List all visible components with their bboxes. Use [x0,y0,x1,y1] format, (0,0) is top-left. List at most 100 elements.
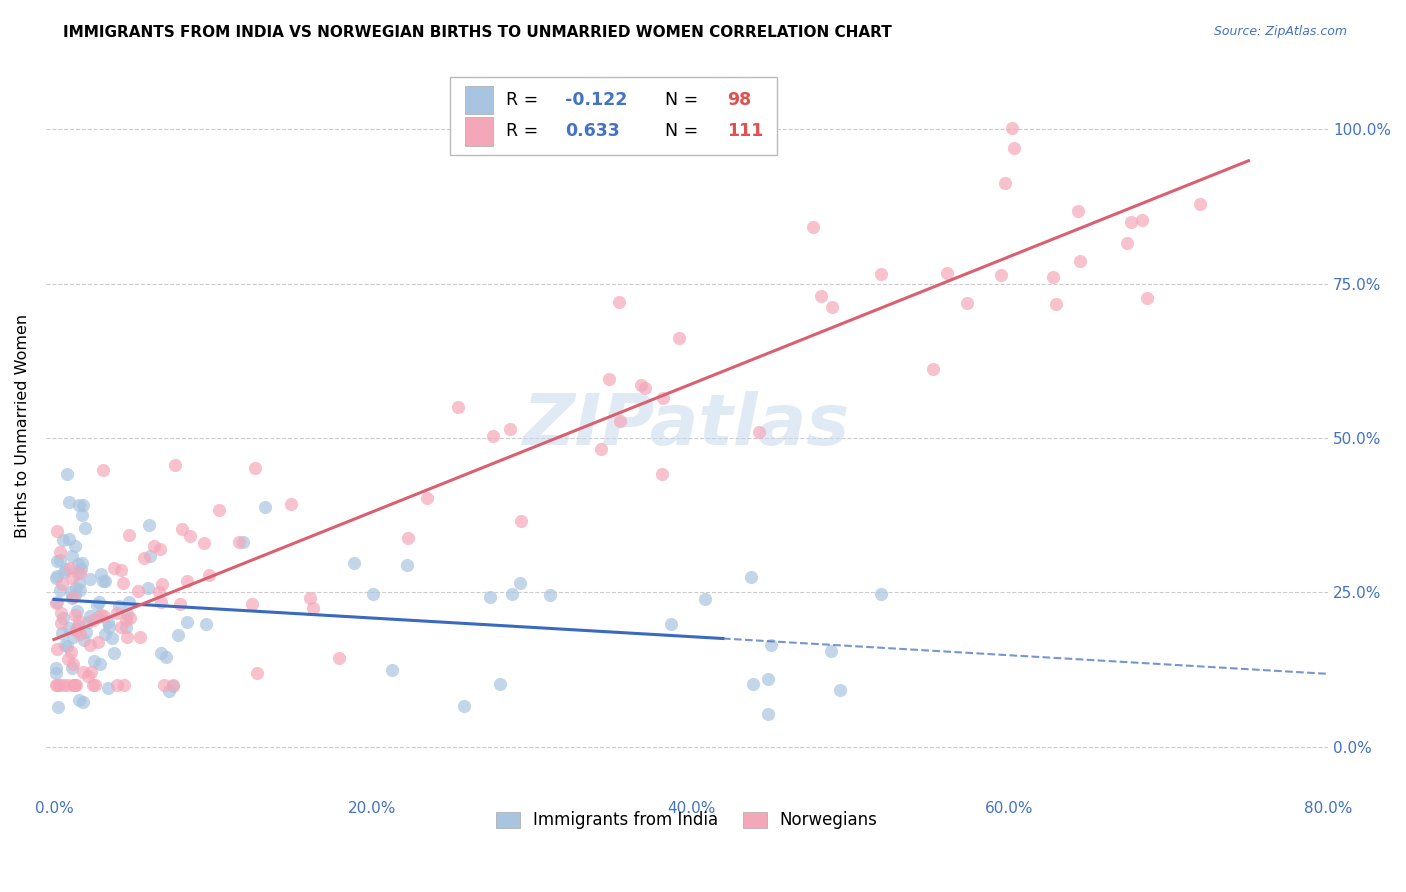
Point [136,581,159,595]
Point [668,331,690,345]
Point [298,591,321,605]
Point [149,541,172,556]
Point [396,531,419,545]
Point [538,588,561,602]
Point [48,583,70,598]
Point [67,614,90,628]
Point [118,611,141,625]
Point [49,544,72,558]
Point [301,601,323,615]
Point [118,595,141,609]
Legend: Immigrants from India, Norwegians: Immigrants from India, Norwegians [489,805,884,836]
Point [80,665,103,680]
Point [66,604,89,618]
Point [45,661,67,675]
Point [103,646,125,660]
Point [69,627,91,641]
Point [84,678,107,692]
Point [45,642,67,657]
Point [155,650,177,665]
Point [103,560,125,574]
Point [148,584,170,599]
Point [73,521,96,535]
Point [77,669,100,683]
Point [79,572,101,586]
Point [756,706,779,721]
Point [89,595,111,609]
Point [45,597,67,611]
Point [499,422,522,436]
Point [328,651,350,665]
Point [63,678,86,692]
Point [240,597,263,611]
Point [82,613,104,627]
Point [821,300,844,314]
Point [651,392,673,406]
Point [45,524,67,539]
Point [634,381,657,395]
Point [152,678,174,692]
Point [1119,215,1142,229]
Point [101,631,124,645]
Text: N =: N = [654,122,703,140]
Point [129,631,152,645]
Point [46,568,69,582]
Point [245,460,267,475]
Point [66,619,89,633]
Point [246,665,269,680]
Point [138,517,160,532]
Point [361,587,384,601]
Point [62,661,84,675]
Point [55,562,77,576]
Point [1002,141,1025,155]
Point [801,220,824,235]
Point [65,588,87,602]
Point [990,268,1012,282]
Text: 0.633: 0.633 [565,122,620,140]
Point [56,678,79,692]
Point [114,614,136,628]
Point [208,502,231,516]
Point [60,549,83,563]
Point [58,621,80,635]
Point [117,607,139,621]
Point [58,495,80,509]
Point [83,654,105,668]
Point [89,657,111,671]
Point [69,582,91,597]
Point [45,678,67,692]
Point [62,630,84,644]
Point [228,535,250,549]
Bar [465,118,494,145]
Point [51,626,73,640]
Point [44,571,66,585]
Point [110,620,132,634]
Point [72,695,94,709]
Text: R =: R = [506,122,550,140]
Point [90,566,112,581]
Point [51,607,73,621]
Point [60,585,83,599]
Point [93,574,115,589]
Point [94,627,117,641]
Point [150,576,173,591]
Point [65,608,87,623]
Point [53,565,76,579]
Point [91,463,114,477]
Point [117,528,139,542]
Point [280,497,302,511]
Point [609,414,631,428]
Point [138,549,160,563]
Point [56,467,79,481]
Point [65,624,87,638]
Point [79,638,101,652]
Point [489,677,512,691]
Point [105,678,128,692]
Point [112,678,135,692]
Point [67,692,90,706]
Point [994,176,1017,190]
Point [740,570,762,584]
Point [63,539,86,553]
Point [194,617,217,632]
Bar [465,86,494,113]
